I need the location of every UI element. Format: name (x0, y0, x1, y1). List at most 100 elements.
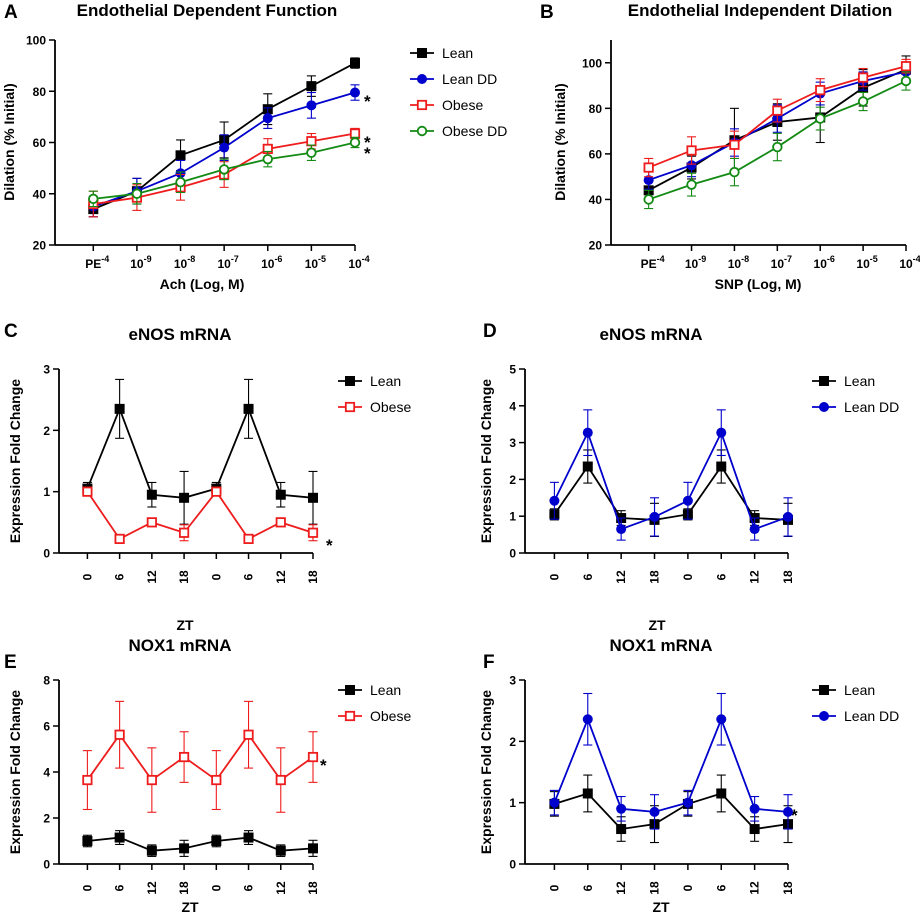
data-point (350, 87, 360, 98)
x-axis-label: Ach (Log, M) (160, 276, 245, 292)
data-point (219, 142, 230, 153)
legend-item: Lean (338, 373, 401, 389)
x-tick-label: 10-9 (130, 254, 151, 271)
data-point (131, 188, 143, 199)
x-tick-label: 12 (748, 570, 762, 584)
x-tick-label: 0 (80, 573, 94, 580)
x-tick-label: 12 (274, 570, 288, 584)
y-tick-label: 20 (589, 239, 603, 253)
x-tick-label: 10-6 (814, 254, 835, 271)
x-tick-label: 0 (209, 884, 223, 891)
y-tick-label: 100 (582, 56, 602, 70)
data-point (307, 751, 319, 763)
series-lean-dd: * (88, 84, 371, 218)
data-point (243, 533, 254, 544)
series-obese: * (88, 127, 371, 218)
legend-item: Lean DD (812, 399, 899, 415)
x-tick-label: 6 (242, 573, 256, 580)
data-point (308, 843, 318, 854)
legend-item: Lean (338, 682, 401, 698)
y-tick-label: 80 (33, 85, 47, 99)
x-tick-label: 0 (547, 573, 561, 580)
x-tick-label: 18 (306, 570, 320, 584)
significance-star: * (320, 756, 327, 775)
x-tick-label: 18 (177, 570, 191, 584)
data-point (616, 524, 627, 535)
y-axis-label: Dilation (% Initial) (552, 83, 568, 200)
data-point (815, 113, 826, 124)
legend-marker (416, 125, 428, 137)
data-point (306, 100, 317, 111)
y-tick-label: 2 (43, 812, 50, 826)
y-axis-label: Expression Fold Change (478, 690, 494, 854)
series-line (553, 430, 789, 531)
data-point (349, 128, 361, 139)
data-point (772, 141, 783, 153)
data-point (716, 427, 727, 438)
data-point (175, 177, 186, 188)
data-point (643, 194, 654, 205)
x-tick-label: 18 (306, 881, 320, 895)
data-point (211, 774, 222, 786)
series-obese: * (82, 700, 327, 813)
x-tick-label: 6 (714, 573, 728, 580)
x-tick-label: PE-4 (641, 254, 665, 271)
x-tick-label: 10-6 (261, 254, 282, 271)
data-point (178, 751, 190, 763)
series-obese-dd (643, 71, 912, 210)
series-line (86, 733, 314, 782)
data-point (582, 788, 593, 799)
y-tick-label: 4 (509, 399, 516, 413)
legend-item: Lean DD (410, 71, 497, 87)
data-point (749, 824, 760, 835)
x-tick-label: 10-7 (217, 254, 238, 271)
y-tick-label: 6 (43, 720, 50, 734)
series-line (86, 490, 314, 541)
series-lean-dd (549, 692, 793, 830)
legend-item: Lean (410, 45, 473, 61)
data-point (649, 806, 660, 817)
data-point (682, 495, 693, 506)
chart-title: Endothelial Dependent Function (77, 1, 338, 20)
x-tick-label: 18 (781, 881, 795, 895)
data-point (243, 403, 254, 414)
data-point (783, 511, 793, 522)
y-axis-label: Expression Fold Change (478, 379, 494, 543)
x-tick-label: 18 (781, 570, 795, 584)
data-point (114, 533, 125, 544)
data-point (686, 160, 697, 171)
series-lean (82, 830, 318, 857)
y-tick-label: 2 (509, 473, 516, 487)
data-point (306, 136, 317, 147)
data-point (686, 145, 697, 156)
x-axis-label: ZT (652, 899, 670, 915)
legend-item: Obese (410, 97, 483, 113)
x-tick-label: 18 (177, 881, 191, 895)
data-point (82, 774, 93, 786)
chart-title: eNOS mRNA (129, 325, 232, 344)
y-tick-label: 1 (509, 796, 516, 810)
y-axis-label: Expression Fold Change (7, 379, 23, 543)
y-tick-label: 40 (589, 193, 603, 207)
data-point (815, 85, 826, 96)
x-tick-label: 10-4 (899, 254, 920, 271)
x-tick-label: 12 (274, 881, 288, 895)
data-point (857, 96, 869, 107)
data-point (146, 774, 157, 786)
x-tick-label: 6 (242, 884, 256, 891)
data-point (616, 824, 627, 835)
data-point (716, 461, 727, 472)
y-tick-label: 2 (43, 424, 50, 438)
x-tick-label: 0 (209, 573, 223, 580)
x-tick-label: 6 (113, 884, 127, 891)
data-point (858, 72, 869, 83)
data-point (243, 729, 254, 740)
data-point (211, 836, 222, 846)
data-point (306, 81, 317, 92)
legend-marker (819, 685, 829, 695)
x-tick-label: 18 (648, 570, 662, 584)
legend-label: Lean DD (442, 71, 497, 87)
